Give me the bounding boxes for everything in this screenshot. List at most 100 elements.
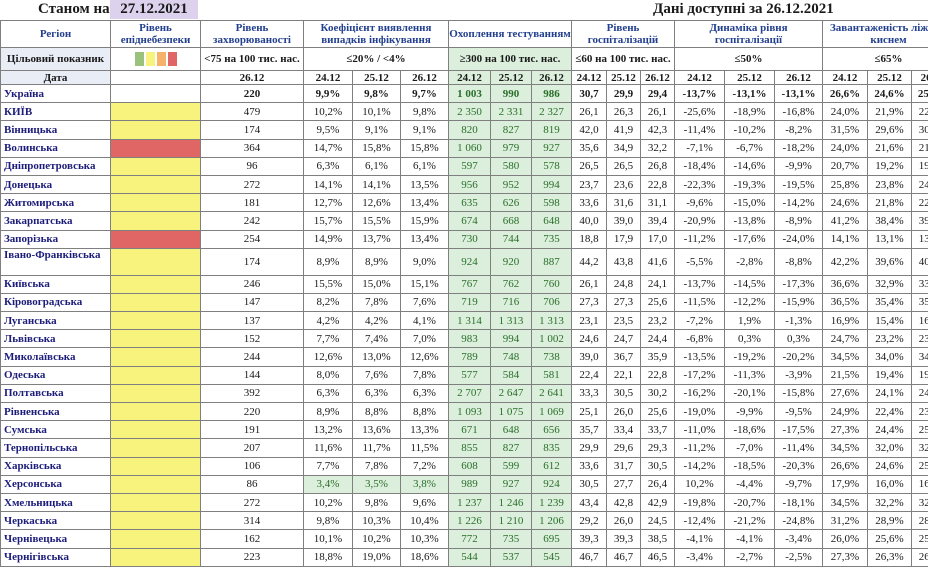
detection-value: 14,1%: [352, 174, 401, 195]
detection-value: 15,5%: [352, 211, 401, 231]
col-danger-level: Рівень епіднебезпеки: [110, 20, 201, 48]
danger-level-cell: [110, 174, 201, 195]
oxygen-value: 34,5%: [822, 492, 868, 513]
hosp-dynamics-value: -4,1%: [674, 529, 725, 549]
testing-value: 827: [490, 120, 532, 140]
testing-value: 656: [531, 420, 572, 440]
hospitalization-value: 27,3: [606, 292, 641, 313]
region-name: Україна: [0, 83, 111, 104]
danger-level-cell: [110, 138, 201, 158]
date-dyn-1: 24.12: [674, 70, 725, 85]
testing-value: 599: [490, 456, 532, 476]
testing-value: 1 210: [490, 511, 532, 531]
detection-value: 8,9%: [352, 247, 401, 276]
testing-value: 1 313: [490, 311, 532, 331]
hospitalization-value: 42,0: [571, 120, 607, 140]
hospitalization-value: 24,7: [606, 329, 641, 349]
oxygen-value: 26,6%: [822, 456, 868, 476]
hospitalization-value: 35,6: [571, 138, 607, 158]
detection-value: 6,3%: [303, 383, 353, 404]
detection-value: 8,0%: [303, 365, 353, 385]
hospitalization-value: 25,1: [571, 401, 607, 422]
region-name: Черкаська: [0, 511, 111, 531]
hosp-dynamics-value: -20,7%: [724, 492, 775, 513]
detection-value: 9,8%: [352, 83, 401, 104]
hosp-dynamics-value: -2,7%: [724, 547, 775, 567]
hospitalization-value: 23,2: [640, 311, 675, 331]
hospitalization-value: 33,7: [640, 420, 675, 440]
detection-value: 3,8%: [400, 474, 449, 494]
region-name: Луганська: [0, 311, 111, 331]
detection-value: 10,1%: [352, 102, 401, 122]
oxygen-value: 34,3%: [910, 347, 928, 367]
oxygen-value: 40,1%: [910, 247, 928, 276]
region-name: Дніпропетровська: [0, 156, 111, 176]
hosp-dynamics-value: -19,3%: [724, 174, 775, 195]
hospitalization-value: 46,5: [640, 547, 675, 567]
hosp-dynamics-value: -18,6%: [724, 420, 775, 440]
hosp-dynamics-value: -14,5%: [724, 274, 775, 294]
hospitalization-value: 26,1: [571, 274, 607, 294]
oxygen-value: 24,5%: [910, 383, 928, 404]
testing-value: 735: [531, 229, 572, 249]
region-name: Закарпатська: [0, 211, 111, 231]
testing-value: 983: [448, 329, 491, 349]
testing-value: 979: [490, 138, 532, 158]
danger-level-cell: [110, 547, 201, 567]
hosp-dynamics-value: -25,6%: [674, 102, 725, 122]
hosp-dynamics-value: -11,2%: [674, 438, 725, 458]
hospitalization-value: 26,1: [640, 102, 675, 122]
table-row: Дніпропетровська 96 6,3% 6,1% 6,1% 597 580 578 2…: [0, 156, 928, 176]
table-row: Миколаївська 244 12,6% 13,0% 12,6% 789 748 738 3…: [0, 347, 928, 367]
hosp-dynamics-value: -14,2%: [674, 456, 725, 476]
incidence-value: 479: [200, 102, 304, 122]
testing-value: 584: [490, 365, 532, 385]
hospitalization-value: 30,5: [606, 383, 641, 404]
hospitalization-value: 26,1: [571, 102, 607, 122]
detection-value: 6,3%: [303, 156, 353, 176]
detection-value: 14,7%: [303, 138, 353, 158]
region-name: Кіровоградська: [0, 292, 111, 313]
date-det-2: 25.12: [352, 70, 401, 85]
table-row: Черкаська 314 9,8% 10,3% 10,4% 1 226 1 210 1 20…: [0, 511, 928, 531]
hospitalization-value: 31,7: [606, 456, 641, 476]
testing-value: 789: [448, 347, 491, 367]
oxygen-value: 13,1%: [867, 229, 912, 249]
table-row: Хмельницька 272 10,2% 9,8% 9,6% 1 237 1 246 1 2…: [0, 492, 928, 513]
detection-value: 11,7%: [352, 438, 401, 458]
hospitalization-value: 25,6: [640, 292, 675, 313]
oxygen-value: 25,6%: [910, 529, 928, 549]
hospitalization-value: 18,8: [571, 229, 607, 249]
testing-value: 767: [448, 274, 491, 294]
detection-value: 8,9%: [303, 401, 353, 422]
hosp-dynamics-value: -13,5%: [674, 347, 725, 367]
testing-value: 635: [448, 193, 491, 213]
testing-value: 597: [448, 156, 491, 176]
date-incidence: 26.12: [200, 70, 304, 85]
hosp-dynamics-value: -9,5%: [774, 401, 823, 422]
hospitalization-value: 30,2: [640, 383, 675, 404]
oxygen-value: 24,0%: [822, 138, 868, 158]
testing-value: 994: [490, 329, 532, 349]
hosp-dynamics-value: -14,6%: [724, 156, 775, 176]
date-tst-3: 26.12: [531, 70, 572, 85]
oxygen-value: 24,6%: [867, 456, 912, 476]
hosp-dynamics-value: -20,2%: [774, 347, 823, 367]
oxygen-value: 36,5%: [822, 292, 868, 313]
detection-value: 13,5%: [400, 174, 449, 195]
covid-indicators-table: Регіон Рівень епіднебезпеки Рівень захво…: [0, 20, 928, 567]
hospitalization-value: 17,9: [606, 229, 641, 249]
hosp-dynamics-value: -3,4%: [774, 529, 823, 549]
table-row: Рівненська 220 8,9% 8,8% 8,8% 1 093 1 075 1 069…: [0, 401, 928, 422]
hosp-dynamics-value: -11,4%: [674, 120, 725, 140]
incidence-value: 181: [200, 193, 304, 213]
hospitalization-value: 44,2: [571, 247, 607, 276]
detection-value: 10,3%: [400, 529, 449, 549]
oxygen-value: 15,4%: [867, 311, 912, 331]
danger-level-cell: [110, 456, 201, 476]
detection-value: 14,9%: [303, 229, 353, 249]
testing-value: 1 206: [531, 511, 572, 531]
detection-value: 4,2%: [352, 311, 401, 331]
danger-level-cell: [110, 511, 201, 531]
table-row: Вінницька 174 9,5% 9,1% 9,1% 820 827 819 42,0 41,…: [0, 120, 928, 140]
